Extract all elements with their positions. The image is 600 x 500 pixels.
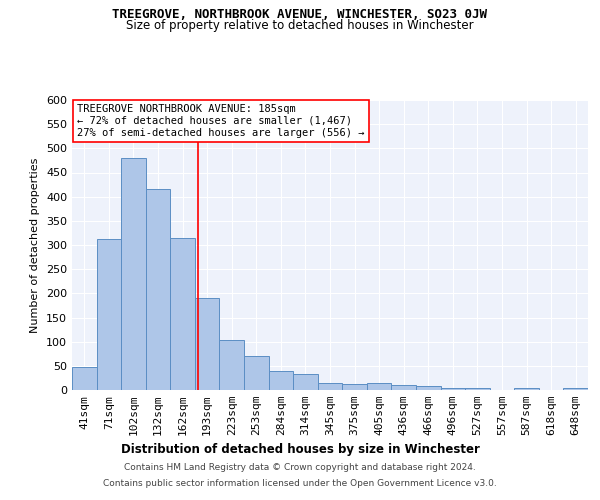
Bar [146,190,170,390]
Bar [269,370,293,390]
Y-axis label: Number of detached properties: Number of detached properties [31,158,40,332]
Bar [170,238,195,390]
Bar [342,384,367,390]
Bar [514,388,539,390]
Text: TREEGROVE, NORTHBROOK AVENUE, WINCHESTER, SO23 0JW: TREEGROVE, NORTHBROOK AVENUE, WINCHESTER… [113,8,487,20]
Text: TREEGROVE NORTHBROOK AVENUE: 185sqm
← 72% of detached houses are smaller (1,467): TREEGROVE NORTHBROOK AVENUE: 185sqm ← 72… [77,104,365,138]
Bar [367,383,391,390]
Bar [465,388,490,390]
Text: Contains HM Land Registry data © Crown copyright and database right 2024.: Contains HM Land Registry data © Crown c… [124,464,476,472]
Bar [416,386,440,390]
Bar [318,383,342,390]
Bar [293,374,318,390]
Bar [72,368,97,390]
Text: Distribution of detached houses by size in Winchester: Distribution of detached houses by size … [121,442,479,456]
Bar [97,239,121,390]
Bar [220,340,244,390]
Bar [244,356,269,390]
Bar [195,298,220,390]
Bar [440,388,465,390]
Text: Contains public sector information licensed under the Open Government Licence v3: Contains public sector information licen… [103,478,497,488]
Text: Size of property relative to detached houses in Winchester: Size of property relative to detached ho… [126,19,474,32]
Bar [563,388,588,390]
Bar [121,158,146,390]
Bar [391,385,416,390]
